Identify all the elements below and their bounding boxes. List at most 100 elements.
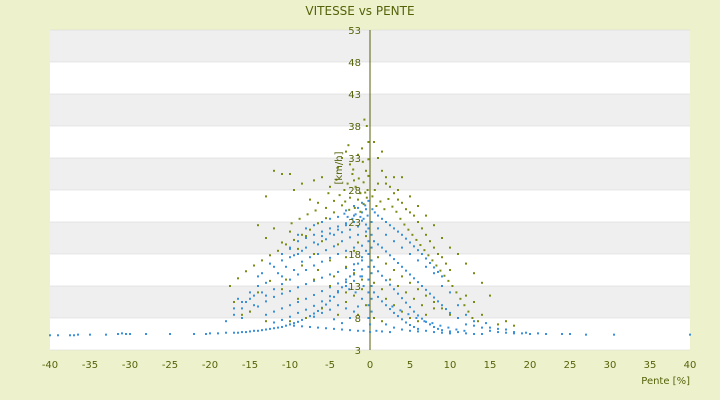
data-point-blue — [513, 332, 515, 335]
data-point-blue — [345, 278, 347, 281]
data-point-olive — [477, 320, 479, 323]
data-point-olive — [357, 198, 359, 201]
data-point-blue — [225, 320, 227, 323]
data-point-olive — [373, 317, 375, 319]
y-tick-label: 43 — [348, 90, 361, 101]
data-point-blue — [257, 285, 259, 287]
data-point-blue — [431, 322, 434, 325]
x-tick-label: 0 — [367, 360, 373, 371]
data-point-blue — [293, 254, 295, 257]
data-point-blue — [489, 326, 491, 329]
data-point-blue — [73, 334, 75, 337]
data-point-blue — [337, 304, 339, 307]
data-point-blue — [393, 258, 395, 261]
data-point-blue — [429, 323, 431, 326]
data-point-olive — [435, 264, 438, 267]
data-point-olive — [269, 254, 271, 257]
data-point-blue — [341, 231, 343, 234]
data-point-blue — [353, 221, 355, 223]
data-point-olive — [397, 189, 399, 191]
data-point-blue — [367, 199, 370, 202]
data-point-olive — [365, 169, 367, 172]
data-point-blue — [205, 333, 207, 335]
data-point-olive — [361, 147, 363, 150]
data-point-olive — [361, 288, 363, 291]
data-point-olive — [366, 189, 369, 191]
data-point-blue — [405, 269, 407, 272]
data-point-blue — [425, 288, 427, 291]
data-point-blue — [309, 315, 311, 318]
data-point-olive — [245, 270, 247, 273]
data-point-olive — [321, 307, 323, 310]
data-point-olive — [365, 125, 368, 127]
data-point-olive — [257, 224, 259, 227]
data-point-blue — [345, 222, 347, 225]
data-point-blue — [321, 221, 323, 223]
data-point-blue — [345, 209, 347, 212]
data-point-blue — [375, 329, 378, 332]
data-point-olive — [348, 208, 351, 211]
data-point-olive — [437, 253, 439, 255]
data-point-olive — [439, 269, 442, 272]
data-point-blue — [289, 278, 291, 281]
data-point-olive — [415, 238, 418, 241]
data-point-blue — [367, 227, 370, 230]
data-point-blue — [341, 240, 343, 243]
data-point-blue — [437, 327, 439, 330]
data-point-blue — [457, 317, 459, 319]
data-point-blue — [405, 321, 407, 324]
data-point-blue — [329, 286, 331, 289]
data-point-olive — [265, 320, 267, 323]
data-point-blue — [357, 262, 359, 265]
data-point-blue — [370, 259, 373, 262]
data-point-olive — [333, 275, 335, 278]
data-point-olive — [393, 269, 395, 271]
data-point-blue — [281, 307, 283, 310]
data-point-olive — [377, 256, 379, 259]
data-point-olive — [301, 233, 303, 236]
data-point-blue — [353, 205, 355, 207]
data-point-blue — [689, 333, 691, 336]
data-point-olive — [346, 182, 349, 185]
data-point-olive — [473, 301, 475, 303]
data-point-olive — [269, 279, 271, 282]
data-point-blue — [441, 275, 443, 278]
data-point-olive — [387, 197, 390, 200]
data-point-olive — [513, 324, 515, 327]
data-point-olive — [277, 249, 279, 252]
data-point-blue — [361, 244, 363, 247]
data-point-blue — [366, 214, 369, 217]
x-tick-label: -30 — [122, 360, 138, 371]
data-point-olive — [281, 173, 283, 175]
data-point-olive — [290, 222, 293, 225]
data-point-blue — [357, 233, 359, 236]
data-point-blue — [362, 329, 365, 332]
data-point-blue — [317, 326, 319, 329]
data-point-blue — [417, 259, 419, 262]
data-point-olive — [407, 228, 410, 231]
data-point-blue — [337, 215, 339, 218]
data-point-blue — [329, 217, 331, 220]
data-point-blue — [417, 281, 419, 284]
data-point-blue — [357, 329, 359, 332]
data-point-olive — [395, 210, 398, 213]
data-point-blue — [425, 265, 427, 268]
data-point-blue — [429, 292, 431, 295]
chart-title: VITESSE vs PENTE — [305, 4, 414, 18]
x-tick-label: 40 — [684, 360, 697, 371]
data-point-olive — [354, 185, 357, 188]
data-point-blue — [345, 267, 347, 270]
data-point-blue — [261, 291, 263, 294]
data-point-blue — [439, 324, 442, 327]
data-point-olive — [297, 297, 299, 300]
data-point-blue — [321, 230, 323, 233]
data-point-blue — [585, 333, 587, 336]
data-point-blue — [445, 308, 447, 311]
data-point-blue — [353, 273, 355, 276]
data-point-blue — [209, 332, 211, 335]
data-point-blue — [249, 291, 251, 294]
data-point-blue — [237, 297, 239, 300]
data-point-blue — [289, 247, 291, 250]
data-point-blue — [289, 290, 291, 293]
data-point-blue — [417, 327, 419, 330]
